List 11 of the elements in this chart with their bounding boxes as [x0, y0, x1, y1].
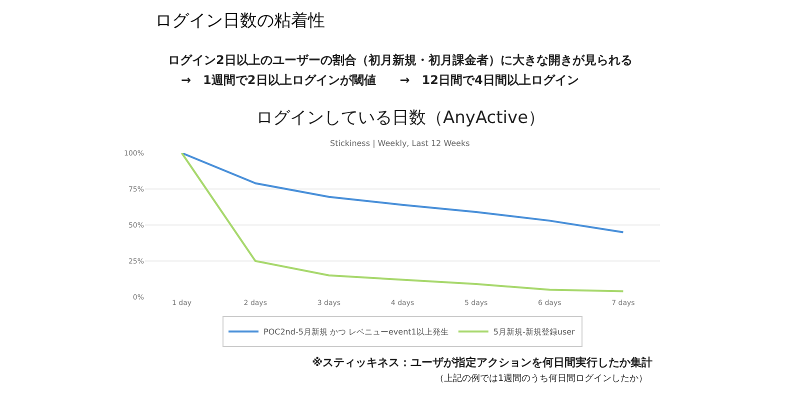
- text: ※スティッキネス：ユーザが指定アクションを何日間実行したか集計: [312, 356, 653, 369]
- chart-subtitle: Stickiness | Weekly, Last 12 Weeks: [330, 139, 470, 148]
- chart-title: ログイン日数の粘着性: [155, 10, 325, 31]
- text: （上記の例では1週間のうち何日間ログインしたか）: [435, 373, 648, 384]
- line-series: [180, 153, 624, 234]
- text: ログイン2日以上のユーザーの割合（初月新規・初月課金者）に大きな開きが見られる: [168, 53, 632, 67]
- text: → 1週間で2日以上ログインが閾値 → 12日間で4日間以上ログイン: [181, 73, 579, 87]
- line-series: [180, 153, 624, 292]
- legend-label: POC2nd-5月新規 かつ レベニューevent1以上発生: [264, 328, 448, 337]
- text: ログインしている日数（AnyActive）: [256, 108, 546, 128]
- legend-label: 5月新規-新規登録user: [493, 328, 576, 337]
